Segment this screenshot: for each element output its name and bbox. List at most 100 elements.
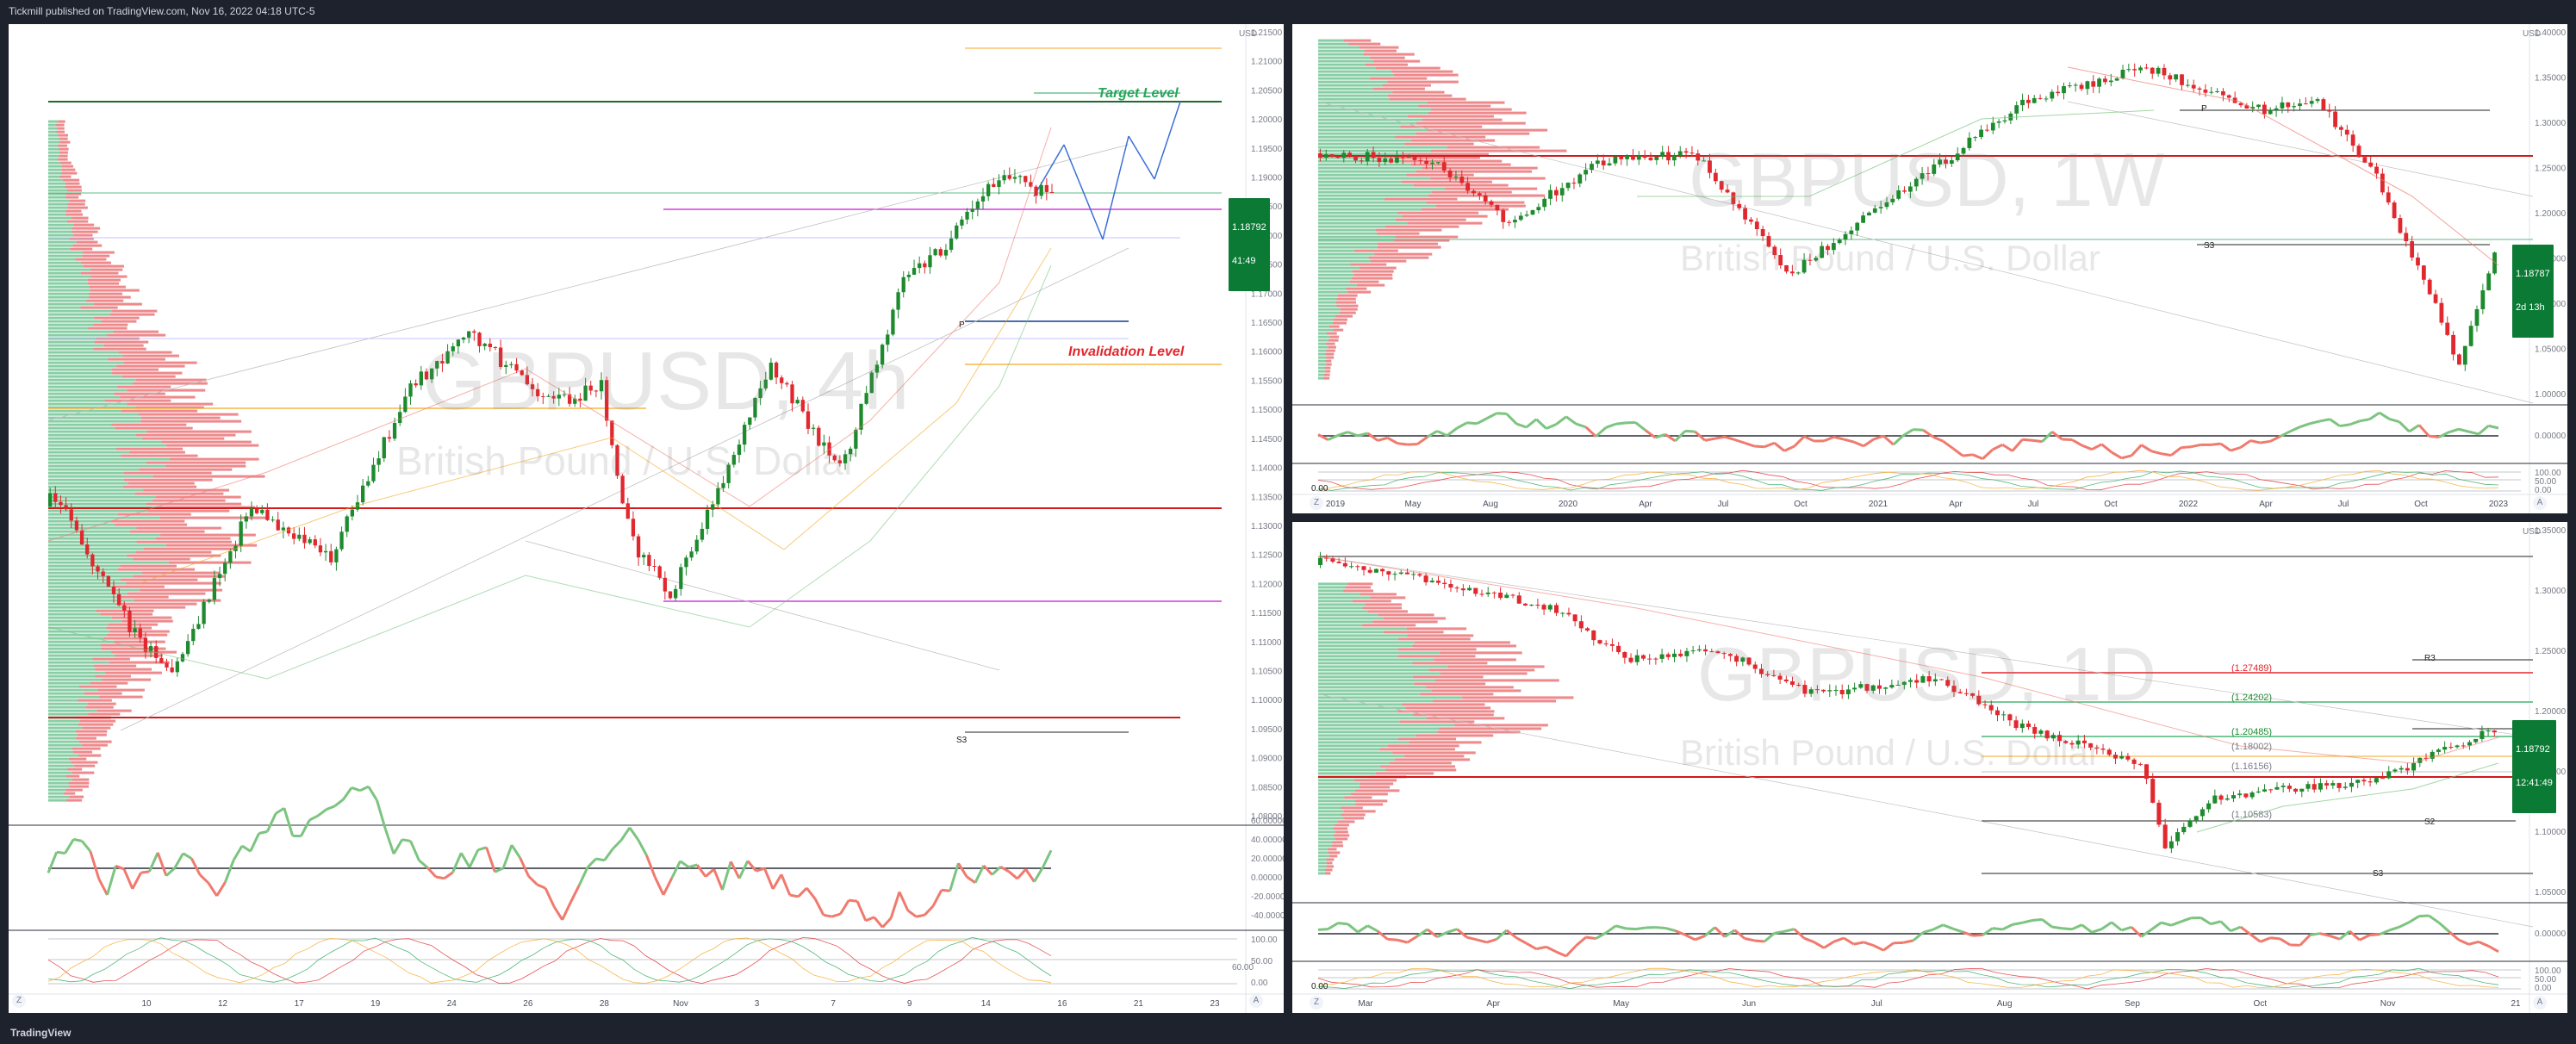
oscillator-line bbox=[199, 873, 209, 885]
candle bbox=[2094, 747, 2100, 749]
chart-1w-canvas: 1.400001.350001.300001.250001.200001.150… bbox=[1292, 24, 2567, 513]
volume-profile-bar bbox=[1318, 59, 1374, 63]
oscillator-line bbox=[823, 913, 832, 918]
zoom-button[interactable]: Z bbox=[1310, 996, 1323, 1010]
volume-profile-bar bbox=[117, 568, 196, 571]
y-tick-label: 1.19000 bbox=[1251, 174, 1283, 183]
candle bbox=[2181, 826, 2187, 833]
candle bbox=[763, 379, 768, 388]
volume-profile-bar bbox=[1318, 761, 1390, 765]
oscillator-line bbox=[2071, 923, 2083, 931]
oscillator-line bbox=[1863, 941, 1875, 948]
oscillator-line bbox=[1882, 435, 1895, 446]
candle bbox=[2268, 109, 2273, 115]
candle bbox=[2125, 755, 2131, 760]
volume-profile-bar bbox=[1360, 266, 1397, 270]
volume-profile-bar bbox=[1365, 603, 1402, 606]
auto-scale-button[interactable]: A bbox=[2533, 996, 2547, 1010]
oscillator-line bbox=[367, 786, 378, 801]
volume-profile-bar bbox=[68, 781, 90, 785]
y-tick-label: 1.20000 bbox=[2535, 707, 2567, 717]
candle bbox=[642, 555, 646, 558]
pivot-label: P bbox=[959, 320, 965, 330]
volume-profile-bar bbox=[1318, 851, 1328, 854]
candle bbox=[1584, 170, 1589, 175]
volume-profile-bar bbox=[1384, 617, 1446, 620]
volume-profile-bar bbox=[1318, 823, 1335, 827]
volume-profile-bar bbox=[1396, 235, 1459, 239]
oscillator-line bbox=[249, 832, 260, 852]
volume-profile-bar bbox=[1318, 872, 1325, 875]
volume-profile-bar bbox=[48, 178, 63, 182]
oscillator-line bbox=[1615, 421, 1627, 426]
candle bbox=[165, 662, 169, 668]
volume-profile-bar bbox=[1318, 356, 1327, 359]
volume-profile-bar bbox=[48, 196, 66, 199]
candle bbox=[1852, 687, 1857, 690]
oscillator-line bbox=[1327, 433, 1339, 441]
candle bbox=[1442, 582, 1447, 584]
pivot-level-label: (1.10583) bbox=[2231, 810, 2272, 820]
volume-profile-bar bbox=[48, 540, 137, 544]
volume-profile-bar bbox=[1318, 810, 1344, 813]
volume-profile-bar bbox=[48, 499, 153, 502]
chart-panel-4h[interactable]: 1.21500 1.21000 1.20500 1.20000 1.19500 1.190… bbox=[9, 24, 1284, 1013]
chart-panel-1w[interactable]: 1.400001.350001.300001.250001.200001.150… bbox=[1292, 24, 2567, 513]
volume-profile-bar bbox=[1318, 66, 1376, 70]
candle bbox=[1603, 643, 1608, 645]
oscillator-line bbox=[1733, 929, 1746, 940]
volume-profile-bar bbox=[136, 406, 204, 409]
volume-profile-bar bbox=[48, 261, 81, 264]
volume-profile-bar bbox=[48, 654, 115, 657]
volume-profile-bar bbox=[126, 581, 221, 585]
volume-profile-bar bbox=[94, 302, 142, 306]
volume-profile-bar bbox=[1318, 125, 1401, 128]
volume-profile-bar bbox=[1318, 135, 1396, 139]
volume-profile-bar bbox=[1318, 655, 1398, 658]
volume-profile-bar bbox=[85, 705, 114, 709]
candle bbox=[1678, 653, 1683, 656]
zoom-button[interactable]: Z bbox=[12, 994, 26, 1008]
oscillator-line bbox=[645, 854, 656, 878]
candle bbox=[1628, 657, 1633, 662]
oscillator-line bbox=[712, 868, 724, 891]
bar-countdown: 12:41:49 bbox=[2516, 778, 2553, 788]
volume-profile-bar bbox=[48, 392, 115, 395]
oscillator-line bbox=[2319, 418, 2330, 423]
volume-profile-bar bbox=[1326, 342, 1335, 345]
oscillator-line bbox=[2140, 929, 2152, 938]
volume-profile-bar bbox=[48, 451, 130, 454]
candle bbox=[2398, 218, 2403, 233]
volume-profile-bar bbox=[1454, 724, 1548, 727]
candle bbox=[138, 628, 142, 638]
volume-profile-bar bbox=[1328, 339, 1339, 342]
candle bbox=[1821, 689, 1826, 692]
volume-profile-bar bbox=[1434, 658, 1516, 662]
y-tick-label: 1.20000 bbox=[2535, 209, 2567, 219]
volume-profile-bar bbox=[48, 695, 100, 699]
volume-profile-bar bbox=[1363, 53, 1415, 56]
volume-profile-bar bbox=[120, 564, 177, 568]
candle bbox=[1578, 621, 1584, 629]
auto-scale-button[interactable]: A bbox=[2533, 496, 2547, 510]
auto-scale-button[interactable]: A bbox=[1249, 994, 1263, 1008]
volume-profile-bar bbox=[1325, 359, 1332, 363]
volume-profile-bar bbox=[1318, 142, 1405, 146]
candle bbox=[159, 657, 164, 663]
volume-profile-bar bbox=[58, 158, 68, 161]
oscillator-line bbox=[806, 886, 817, 900]
candle bbox=[371, 464, 376, 482]
volume-profile-bar bbox=[59, 151, 68, 154]
oscillator-line bbox=[595, 857, 605, 862]
candle bbox=[1585, 628, 1590, 631]
candle bbox=[1529, 604, 1534, 606]
volume-profile-bar bbox=[1428, 111, 1527, 115]
zoom-button[interactable]: Z bbox=[1310, 496, 1323, 510]
oscillator-line bbox=[2071, 438, 2083, 447]
oscillator-line bbox=[2150, 450, 2162, 456]
chart-panel-1d[interactable]: 1.350001.300001.250001.200001.150001.100… bbox=[1292, 522, 2567, 1013]
volume-profile-bar bbox=[1414, 682, 1486, 686]
candle bbox=[196, 624, 201, 630]
oscillator-tick-label: 0.00000 bbox=[2535, 929, 2567, 939]
oscillator-line bbox=[1833, 936, 1845, 943]
